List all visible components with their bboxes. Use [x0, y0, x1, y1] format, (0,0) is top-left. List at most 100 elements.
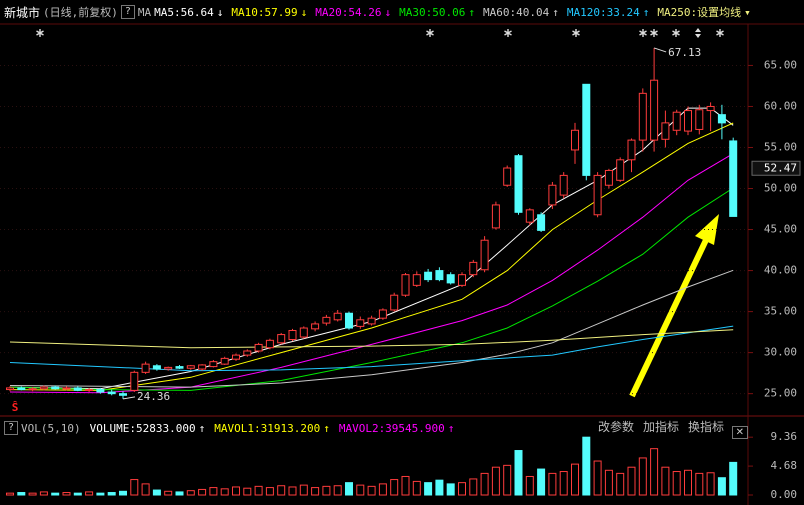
- volume-bar: [345, 482, 353, 496]
- volume-bar: [39, 491, 48, 496]
- candle-body: [706, 105, 715, 112]
- candle-body: [198, 364, 207, 370]
- ma-line: [9, 325, 734, 372]
- candle-body: [288, 329, 297, 341]
- legend-arrow: ↑: [642, 5, 650, 19]
- ma-line: [9, 153, 734, 394]
- candle-body: [322, 316, 331, 324]
- candle-body: [548, 184, 557, 206]
- candle-body: [130, 371, 139, 391]
- volume-bar: [480, 472, 489, 496]
- candle-body: [17, 387, 26, 391]
- volume-bar: [627, 466, 636, 496]
- candle-body: [73, 387, 82, 391]
- volume-bar: [503, 464, 512, 496]
- volume-bar: [311, 487, 320, 496]
- candle-body: [571, 129, 579, 151]
- y-tick-label: 25.00: [764, 387, 797, 400]
- volume-bar: [661, 466, 670, 496]
- candle-body: [277, 334, 286, 344]
- y-tick-label: 60.00: [764, 99, 797, 112]
- close-button[interactable]: ✕: [731, 426, 748, 439]
- indicator-button[interactable]: 改参数: [597, 420, 634, 434]
- volume-bar: [378, 483, 387, 496]
- help-button[interactable]: ?: [4, 421, 19, 435]
- help-button[interactable]: ?: [120, 5, 135, 19]
- volume-legend: MAVOL2:39545.900: [338, 421, 445, 435]
- y-tick-label: 30.00: [764, 346, 797, 359]
- legend-arrow: ↑: [468, 5, 475, 19]
- volume-bar: [85, 491, 94, 496]
- volume-bar: [458, 482, 466, 496]
- candle-body: [729, 140, 738, 217]
- volume-bar: [424, 482, 433, 496]
- legend-label: MA120:33.24: [566, 5, 640, 19]
- volume-bar: [559, 471, 568, 496]
- volume-bar: [401, 475, 410, 496]
- volume-bar: [96, 492, 105, 496]
- candle-body: [62, 387, 71, 390]
- volume-bar: [232, 486, 240, 496]
- candle-body: [435, 270, 444, 281]
- candle-body: [299, 327, 308, 338]
- candle-body: [401, 274, 410, 296]
- candle-body: [480, 239, 489, 271]
- volume-bar: [412, 480, 421, 496]
- candle-body: [514, 155, 523, 213]
- candle-body: [446, 274, 455, 284]
- candle-body: [333, 312, 342, 321]
- volume-bar: [152, 489, 161, 496]
- volume-bar: [672, 471, 681, 496]
- volume-bar: [119, 490, 127, 496]
- volume-bar: [356, 484, 365, 496]
- volume-bar: [243, 487, 252, 496]
- candle-body: [390, 294, 399, 311]
- last-price-label: 52.47: [764, 161, 797, 174]
- ma-line: [9, 122, 734, 391]
- volume-bar: [604, 469, 613, 496]
- volume-bar: [254, 485, 263, 496]
- candle-body: [254, 343, 263, 352]
- ma-line: [9, 329, 734, 349]
- candle-body: [345, 312, 353, 329]
- candle-body: [616, 159, 625, 181]
- volume-bar: [638, 457, 647, 496]
- candle-body: [378, 309, 387, 319]
- volume-bar: [322, 485, 331, 496]
- candle-body: [582, 83, 591, 176]
- candle-body: [559, 174, 568, 196]
- volume-bar: [209, 487, 218, 496]
- volume-title: VOL(5,10): [21, 421, 81, 435]
- candle-body: [39, 386, 48, 390]
- volume-bar: [73, 492, 82, 496]
- candle-body: [51, 386, 60, 390]
- ma-line: [9, 269, 734, 388]
- volume-bar: [729, 461, 738, 496]
- y-tick-label: 9.36: [771, 430, 798, 443]
- y-tick-label: 50.00: [764, 182, 797, 195]
- legend-arrow: ↓: [216, 5, 224, 19]
- candle-body: [684, 110, 692, 132]
- volume-bar: [277, 485, 286, 496]
- volume-bar: [469, 478, 478, 496]
- volume-bar: [367, 485, 376, 496]
- annotation-arrow: [629, 214, 719, 398]
- subtitle: (日线,前复权): [43, 6, 118, 19]
- info-markers: [35, 28, 725, 38]
- volume-bar: [717, 477, 726, 496]
- legend-arrow: ↑: [447, 421, 455, 435]
- indicator-button[interactable]: 加指标: [642, 420, 679, 434]
- volume-bar: [333, 485, 342, 496]
- volume-bar: [62, 492, 71, 496]
- volume-bar: [28, 492, 37, 496]
- indicator-button[interactable]: 换指标: [687, 420, 724, 434]
- ma-line: [9, 187, 734, 391]
- volume-bar: [650, 448, 659, 496]
- candle-body: [491, 204, 500, 229]
- volume-bar: [435, 479, 444, 496]
- candle-body: [638, 92, 647, 141]
- candle-body: [265, 339, 274, 349]
- candle-body: [469, 261, 478, 276]
- volume-bar: [107, 492, 116, 496]
- y-tick-label: 35.00: [764, 305, 797, 318]
